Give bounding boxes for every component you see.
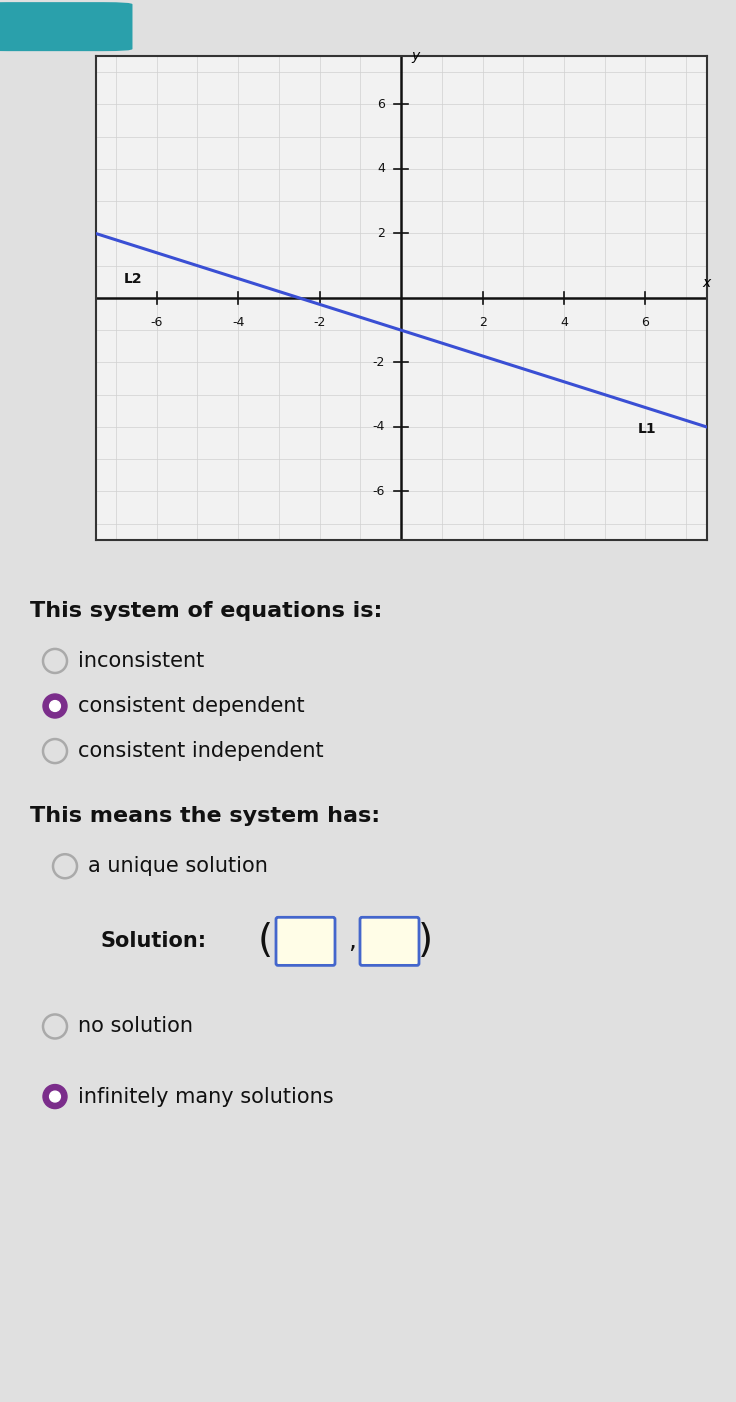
Text: -4: -4 [232,315,244,328]
Text: -6: -6 [151,315,163,328]
Text: consistent independent: consistent independent [78,742,324,761]
Text: no solution: no solution [78,1016,193,1036]
FancyBboxPatch shape [276,917,335,966]
Text: -2: -2 [314,315,326,328]
Circle shape [49,701,60,711]
Text: ): ) [417,923,433,960]
Text: Solution:: Solution: [100,931,206,952]
Text: 2: 2 [377,227,385,240]
Text: L2: L2 [124,272,143,286]
Text: ,: , [348,930,356,953]
Text: -6: -6 [372,485,385,498]
Text: 4: 4 [377,163,385,175]
Text: -2: -2 [372,356,385,369]
Text: 4: 4 [560,315,568,328]
Text: L1: L1 [637,422,656,436]
Text: This means the system has:: This means the system has: [30,806,380,826]
Text: y: y [411,49,420,63]
Text: infinitely many solutions: infinitely many solutions [78,1087,333,1106]
FancyBboxPatch shape [360,917,419,966]
Text: >: > [49,20,62,34]
Text: This system of equations is:: This system of equations is: [30,601,383,621]
Circle shape [49,1091,60,1102]
Text: inconsistent: inconsistent [78,651,205,672]
Text: x: x [702,276,711,290]
Text: a unique solution: a unique solution [88,857,268,876]
Circle shape [43,1085,67,1109]
FancyBboxPatch shape [0,3,132,50]
Text: consistent dependent: consistent dependent [78,695,305,716]
Text: 2: 2 [478,315,486,328]
Text: -4: -4 [372,421,385,433]
Text: (: ( [258,923,272,960]
Circle shape [43,694,67,718]
Text: 6: 6 [377,98,385,111]
Text: 6: 6 [642,315,649,328]
